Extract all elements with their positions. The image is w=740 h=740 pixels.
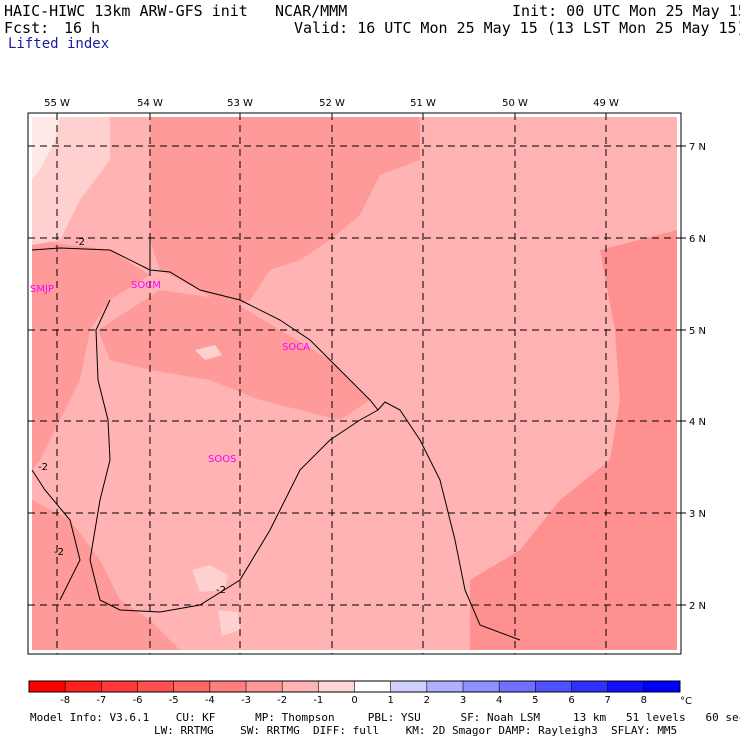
lat-label-5n: 5 N (689, 326, 706, 337)
colorbar-tick-label: 4 (496, 695, 502, 706)
colorbar-tick-label: 1 (387, 695, 393, 706)
colorbar-swatch (65, 681, 102, 692)
colorbar-swatch (643, 681, 681, 692)
valid-time: Valid: 16 UTC Mon 25 May 15 (13 LST Mon … (294, 19, 740, 37)
colorbar-tick-label: -8 (60, 695, 70, 706)
contour-label-4: -2 (216, 585, 226, 596)
border-suriname (89, 299, 379, 613)
colorbar-tick-label: 7 (604, 695, 610, 706)
colorbar-swatch (318, 681, 355, 692)
lon-label-52w: 52 W (319, 98, 345, 109)
lon-label-51w: 51 W (410, 98, 436, 109)
station-smjp: SMJP (30, 284, 54, 295)
forecast-hour: 16 h (64, 19, 101, 37)
colorbar-swatch (137, 681, 174, 692)
lon-label-53w: 53 W (227, 98, 253, 109)
coastline (31, 247, 521, 641)
colorbar-tick-label: 3 (460, 695, 466, 706)
footer-physics-info: LW: RRTMG SW: RRTMG DIFF: full KM: 2D Sm… (154, 724, 678, 737)
lon-label-54w: 54 W (137, 98, 163, 109)
model-title: HAIC-HIWC 13km ARW-GFS init (4, 2, 248, 20)
init-time: Init: 00 UTC Mon 25 May 15 (512, 2, 740, 20)
map-panel (27, 112, 686, 655)
lon-label-49w: 49 W (593, 98, 619, 109)
contour-label-1: -2 (75, 237, 85, 248)
shade-region-east (470, 230, 677, 650)
colorbar-tick-label: -7 (96, 695, 106, 706)
colorbar-tick-label: 0 (351, 695, 357, 706)
station-soos: SOOS (208, 454, 236, 465)
colorbar-tick-label: -3 (241, 695, 251, 706)
colorbar-swatch (463, 681, 500, 692)
border-guyana (31, 469, 81, 601)
station-socm: SOCM (131, 280, 161, 291)
lat-label-3n: 3 N (689, 509, 706, 520)
center-label: NCAR/MMM (275, 2, 348, 20)
lat-label-7n: 7 N (689, 142, 706, 153)
colorbar-swatch (607, 681, 645, 692)
colorbar-swatch (499, 681, 536, 692)
pale-region-northwest (32, 117, 110, 245)
colorbar-swatch (246, 681, 283, 692)
lon-label-55w: 55 W (44, 98, 70, 109)
colorbar-tick-label: -1 (313, 695, 323, 706)
pale-patch-3 (218, 610, 240, 636)
colorbar-tick-label: 5 (532, 695, 538, 706)
colorbar-swatch (29, 681, 66, 692)
colorbar-swatch (173, 681, 211, 692)
right-ticks (681, 145, 686, 606)
colorbar-tick-label: -4 (205, 695, 215, 706)
colorbar-tick-label: -2 (277, 695, 287, 706)
pale-patch-2 (192, 565, 228, 592)
lat-label-2n: 2 N (689, 601, 706, 612)
colorbar-swatch (535, 681, 572, 692)
colorbar-unit: °C (680, 696, 692, 707)
colorbar-tick-label: 8 (641, 695, 647, 706)
contour-label-2: -2 (38, 462, 48, 473)
colorbar-swatch (101, 681, 138, 692)
colorbar-tick-label: 6 (568, 695, 574, 706)
field-name: Lifted index (8, 36, 110, 52)
graticule (28, 113, 681, 654)
colorbar-swatch (390, 681, 428, 692)
colorbar (28, 680, 681, 693)
colorbar-swatch (282, 681, 319, 692)
shade-region-guyana (98, 290, 370, 420)
colorbar-tick-label: -5 (169, 695, 179, 706)
shade-region-west (32, 240, 150, 470)
very-pale-region-corner (32, 117, 60, 180)
colorbar-swatch (209, 681, 247, 692)
lat-label-6n: 6 N (689, 234, 706, 245)
colorbar-tick-labels: -8 -7 -6 -5 -4 -3 -2 -1 0 1 2 3 4 5 6 7 8 (60, 695, 647, 706)
colorbar-tick-label: 2 (424, 695, 430, 706)
shade-region-southwest (32, 500, 180, 650)
lon-label-50w: 50 W (502, 98, 528, 109)
footer-model-info: Model Info: V3.6.1 CU: KF MP: Thompson P… (30, 711, 740, 724)
station-soca: SOCA (282, 342, 310, 353)
colorbar-swatch (426, 681, 464, 692)
colorbar-tick-label: -6 (133, 695, 143, 706)
pale-patch-1 (195, 345, 222, 360)
colorbar-swatch (571, 681, 608, 692)
forecast-label: Fcst: (4, 19, 50, 37)
contour-label-3: -2 (54, 547, 64, 558)
lat-label-4n: 4 N (689, 417, 706, 428)
colorbar-swatch (354, 681, 391, 692)
shade-region-north (150, 117, 420, 310)
